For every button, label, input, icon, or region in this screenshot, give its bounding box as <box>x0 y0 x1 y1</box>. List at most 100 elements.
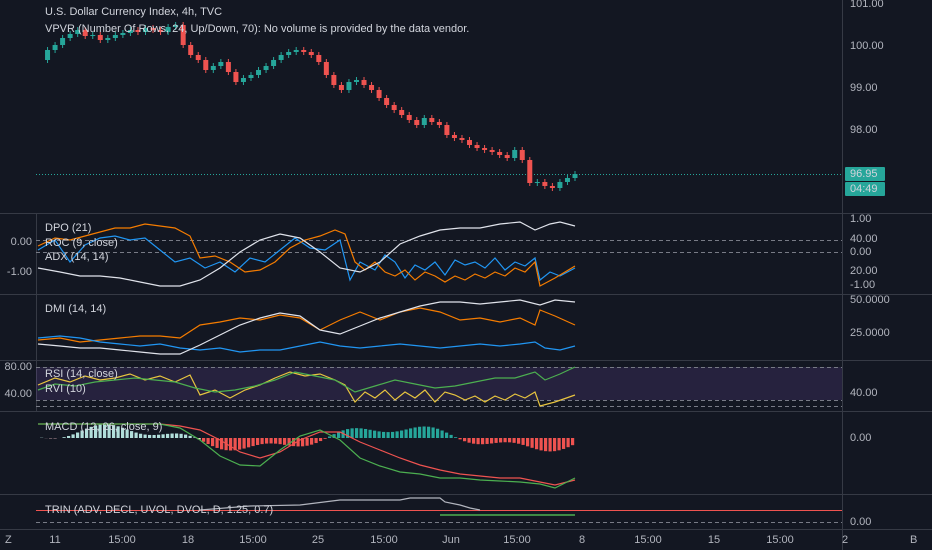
candle-body <box>369 85 375 90</box>
histogram-bar <box>89 426 93 438</box>
histogram-bar <box>175 433 179 438</box>
candle-body <box>150 28 156 30</box>
indicator-label: RVI (10) <box>45 383 86 395</box>
histogram-bar <box>503 438 507 443</box>
histogram-bar <box>413 427 417 438</box>
last-price-box <box>845 167 885 181</box>
candle-body <box>308 52 314 55</box>
candle-body <box>331 75 337 85</box>
histogram-bar <box>179 433 183 438</box>
candle-body <box>90 35 96 36</box>
time-tick-label: 18 <box>182 534 194 546</box>
histogram-bar <box>571 438 575 446</box>
histogram-bar <box>332 434 336 438</box>
time-tick-label: 15:00 <box>239 534 267 546</box>
histogram-bar <box>422 426 426 438</box>
histogram-bar <box>148 434 152 438</box>
candle-body <box>286 52 292 55</box>
price-tick-label: 98.00 <box>850 124 878 136</box>
candle-body <box>474 145 480 148</box>
countdown-label: 04:49 <box>850 183 878 195</box>
time-tick-label: 15:00 <box>108 534 136 546</box>
left-tick-label: 80.00 <box>4 361 32 373</box>
histogram-bar <box>508 438 512 443</box>
candle-body <box>489 150 495 152</box>
histogram-bar <box>269 438 273 444</box>
price-tick-label: 100.00 <box>850 40 884 52</box>
right-tick-label: 25.0000 <box>850 327 890 339</box>
time-tick-label: 8 <box>579 534 585 546</box>
histogram-bar <box>116 426 120 438</box>
dmi-pane <box>37 299 576 355</box>
last-price-label: 96.95 <box>850 168 878 180</box>
candle-body <box>52 45 58 50</box>
histogram-bar <box>287 438 291 446</box>
histogram-bar <box>103 424 107 438</box>
histogram-bar <box>202 438 206 442</box>
candle-body <box>173 25 179 27</box>
candle-body <box>353 80 359 82</box>
candle-body <box>429 118 435 122</box>
histogram-bar <box>530 438 534 448</box>
candle-body <box>391 105 397 110</box>
study-label: VPVR (Number Of Rows, 24, Up/Down, 70): … <box>45 23 469 35</box>
histogram-bar <box>458 438 462 440</box>
corner-button[interactable]: B <box>910 534 917 546</box>
rsi-pane <box>36 366 842 407</box>
histogram-bar <box>337 432 341 438</box>
candle-body <box>384 98 390 105</box>
candle-body <box>399 110 405 115</box>
candle-body <box>278 55 284 60</box>
time-tick-label: 15 <box>708 534 720 546</box>
histogram-bar <box>242 438 246 449</box>
candle-body <box>60 38 66 45</box>
candle-body <box>67 34 73 38</box>
candle-body <box>459 138 465 140</box>
histogram-bar <box>206 438 210 445</box>
histogram-bar <box>566 438 570 448</box>
time-tick-label: 15:00 <box>634 534 662 546</box>
candle-body <box>233 72 239 82</box>
histogram-bar <box>157 434 161 438</box>
histogram-bar <box>440 430 444 438</box>
candle-body <box>564 178 570 182</box>
candle-body <box>504 155 510 158</box>
histogram-bar <box>62 437 66 438</box>
candle-body <box>256 70 262 75</box>
price-tick-label: 101.00 <box>850 0 884 10</box>
candle-body <box>135 30 141 32</box>
histogram-bar <box>386 432 390 438</box>
candle-body <box>165 27 171 32</box>
histogram-bar <box>274 438 278 444</box>
candle-body <box>421 118 427 125</box>
histogram-bar <box>125 429 129 438</box>
histogram-bar <box>472 438 476 444</box>
candle-body <box>195 55 201 60</box>
candle-body <box>301 50 307 52</box>
time-tick-label: 15:00 <box>766 534 794 546</box>
corner-button[interactable]: Z <box>5 534 12 546</box>
candle-body <box>414 120 420 125</box>
histogram-bar <box>130 431 134 438</box>
indicator-label: MACD (12, 26, close, 9) <box>45 421 162 433</box>
candle-body <box>82 30 88 36</box>
histogram-bar <box>314 438 318 444</box>
histogram-bar <box>436 428 440 438</box>
histogram-bar <box>526 438 530 447</box>
histogram-bar <box>539 438 543 451</box>
histogram-bar <box>139 433 143 438</box>
candle-body <box>316 55 322 62</box>
indicator-label: ROC (9, close) <box>45 237 118 249</box>
histogram-bar <box>490 438 494 444</box>
candle-body <box>180 25 186 45</box>
histogram-bar <box>359 428 363 438</box>
candle-body <box>527 160 533 183</box>
right-tick-label: 1.00 <box>850 213 871 225</box>
candle-body <box>346 82 352 90</box>
candle-body <box>512 150 518 158</box>
right-tick-label: 0.00 <box>850 246 871 258</box>
candle-body <box>142 28 148 32</box>
